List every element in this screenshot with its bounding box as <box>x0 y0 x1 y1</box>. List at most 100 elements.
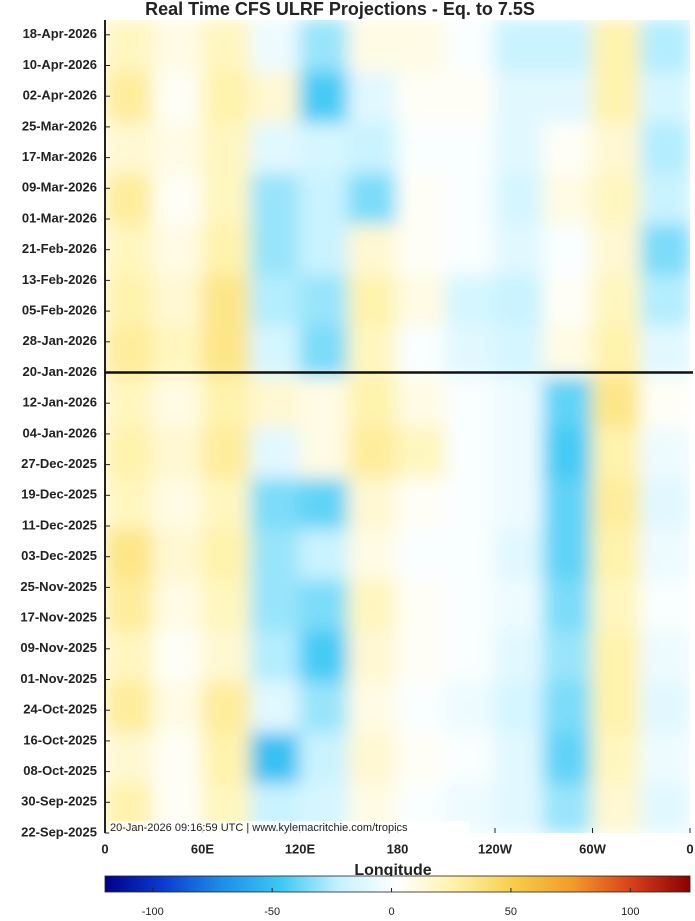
cell <box>542 577 594 631</box>
cell <box>542 222 594 276</box>
cell <box>445 273 496 326</box>
cell <box>591 425 643 479</box>
cell <box>494 171 545 225</box>
cell <box>542 69 594 123</box>
cell <box>494 577 545 631</box>
cell <box>152 628 204 682</box>
cell <box>299 222 350 276</box>
cell <box>299 171 350 225</box>
cell <box>396 476 448 530</box>
y-tick-label: 25-Nov-2025 <box>20 579 97 594</box>
cell <box>347 374 399 428</box>
cell <box>347 577 399 631</box>
cell <box>640 425 690 479</box>
cell <box>347 628 399 682</box>
cell <box>591 323 643 377</box>
cell <box>445 69 496 123</box>
cell <box>640 120 690 174</box>
cell <box>640 527 690 580</box>
cell <box>299 476 350 530</box>
colorbar-tick-label: -50 <box>264 906 280 918</box>
cell <box>542 374 594 428</box>
cell <box>396 222 448 276</box>
cell <box>640 781 690 833</box>
cell <box>396 120 448 174</box>
colorbar <box>104 875 691 893</box>
cell <box>591 730 643 784</box>
cell <box>542 781 594 833</box>
cell <box>152 577 204 631</box>
cell <box>152 679 204 733</box>
cell <box>201 679 253 733</box>
cell <box>445 425 496 479</box>
colorbar-tick-label: 100 <box>621 906 639 918</box>
cell <box>445 527 496 580</box>
cell <box>494 323 545 377</box>
cell <box>152 222 204 276</box>
cell <box>591 527 643 580</box>
y-tick-label: 18-Apr-2026 <box>23 26 97 41</box>
cell <box>445 730 496 784</box>
cell <box>152 374 204 428</box>
cell <box>347 222 399 276</box>
y-tick-label: 10-Apr-2026 <box>23 57 97 72</box>
cell <box>494 120 545 174</box>
cell <box>591 476 643 530</box>
cell <box>494 222 545 276</box>
cell <box>591 781 643 833</box>
cell <box>445 171 496 225</box>
cell <box>152 323 204 377</box>
cell <box>347 679 399 733</box>
x-tick-label: 0 <box>101 841 108 856</box>
cell <box>250 425 301 479</box>
y-tick-label: 09-Mar-2026 <box>22 180 97 195</box>
cell <box>591 273 643 326</box>
cell <box>250 273 301 326</box>
y-tick-label: 05-Feb-2026 <box>22 303 97 318</box>
cell <box>445 323 496 377</box>
cell <box>105 222 155 276</box>
cell <box>494 781 545 833</box>
cell <box>542 679 594 733</box>
y-tick-label: 01-Mar-2026 <box>22 210 97 225</box>
cell <box>640 273 690 326</box>
y-tick-label: 22-Sep-2025 <box>21 824 97 839</box>
cell <box>494 476 545 530</box>
cell <box>105 577 155 631</box>
cell <box>347 273 399 326</box>
cell <box>105 69 155 123</box>
cell <box>640 69 690 123</box>
cell <box>299 679 350 733</box>
cell <box>347 730 399 784</box>
cell <box>347 425 399 479</box>
cell <box>494 425 545 479</box>
cell <box>396 20 448 72</box>
cell <box>445 679 496 733</box>
cell <box>396 323 448 377</box>
cell <box>494 273 545 326</box>
cell <box>105 171 155 225</box>
cell <box>445 577 496 631</box>
cell <box>640 730 690 784</box>
cell <box>640 476 690 530</box>
cell <box>591 120 643 174</box>
cell <box>347 323 399 377</box>
cell <box>105 273 155 326</box>
cell <box>542 120 594 174</box>
cell <box>105 730 155 784</box>
cell <box>152 69 204 123</box>
cell <box>299 628 350 682</box>
cell <box>105 374 155 428</box>
cell <box>201 20 253 72</box>
cell <box>445 628 496 682</box>
cell <box>152 273 204 326</box>
cell <box>396 730 448 784</box>
cell <box>152 730 204 784</box>
y-tick-label: 16-Oct-2025 <box>23 732 97 747</box>
cell <box>591 577 643 631</box>
cell <box>396 374 448 428</box>
cell <box>347 476 399 530</box>
y-tick-label: 30-Sep-2025 <box>21 794 97 809</box>
cell <box>250 679 301 733</box>
